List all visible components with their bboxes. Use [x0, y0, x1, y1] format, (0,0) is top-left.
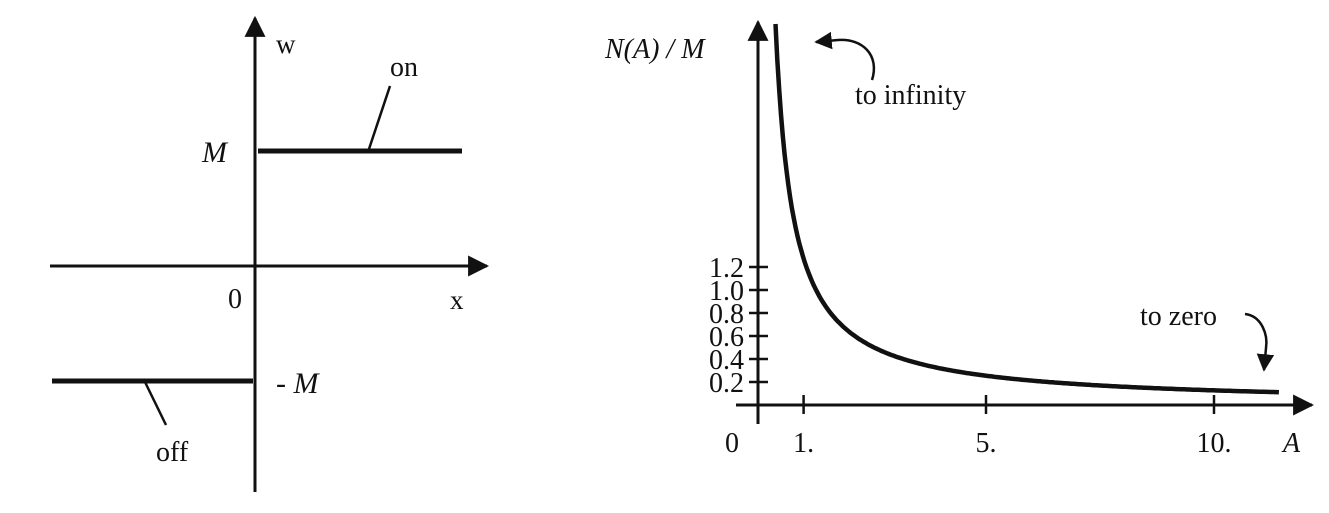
- off-label: off: [156, 437, 189, 468]
- relay-origin-label: 0: [228, 284, 242, 315]
- relay-diagram: w x 0 M - M on off: [50, 15, 490, 492]
- x-tick-label: 5.: [976, 428, 997, 459]
- minus-M-label: - M: [276, 367, 320, 400]
- w-axis-label: w: [276, 29, 296, 59]
- y-tick-label: 1.2: [709, 253, 744, 284]
- n-axis-label: N(A) / M: [604, 34, 706, 65]
- a-axis-label: A: [1281, 428, 1301, 459]
- x-tick-label: 1.: [793, 428, 814, 459]
- y-tick-label: 0.6: [709, 322, 744, 353]
- y-tick-label: 1.0: [709, 276, 744, 307]
- y-tick-label: 0.4: [709, 345, 744, 376]
- plot-origin-label: 0: [725, 428, 739, 459]
- to-zero-label: to zero: [1140, 301, 1217, 332]
- x-tick-label: 10.: [1197, 428, 1232, 459]
- to-infinity-arrow: [814, 31, 875, 81]
- off-leader-line: [143, 381, 168, 426]
- y-tick-label: 0.8: [709, 299, 744, 330]
- describing-function-plot: 0.20.40.60.81.01.2 1. 5. 10. N(A) / M A 0 …: [604, 19, 1315, 459]
- x-ticks: 1. 5. 10.: [793, 395, 1232, 459]
- plus-M-label: M: [201, 136, 229, 169]
- on-label: on: [390, 52, 418, 83]
- to-zero-arrow: [1244, 312, 1275, 372]
- describing-function-curve: [773, 23, 1280, 395]
- y-tick-label: 0.2: [709, 368, 744, 399]
- y-ticks: 0.20.40.60.81.01.2: [709, 253, 768, 399]
- to-infinity-label: to infinity: [855, 80, 966, 111]
- on-leader-line: [366, 85, 392, 153]
- x-axis-label: x: [450, 285, 464, 315]
